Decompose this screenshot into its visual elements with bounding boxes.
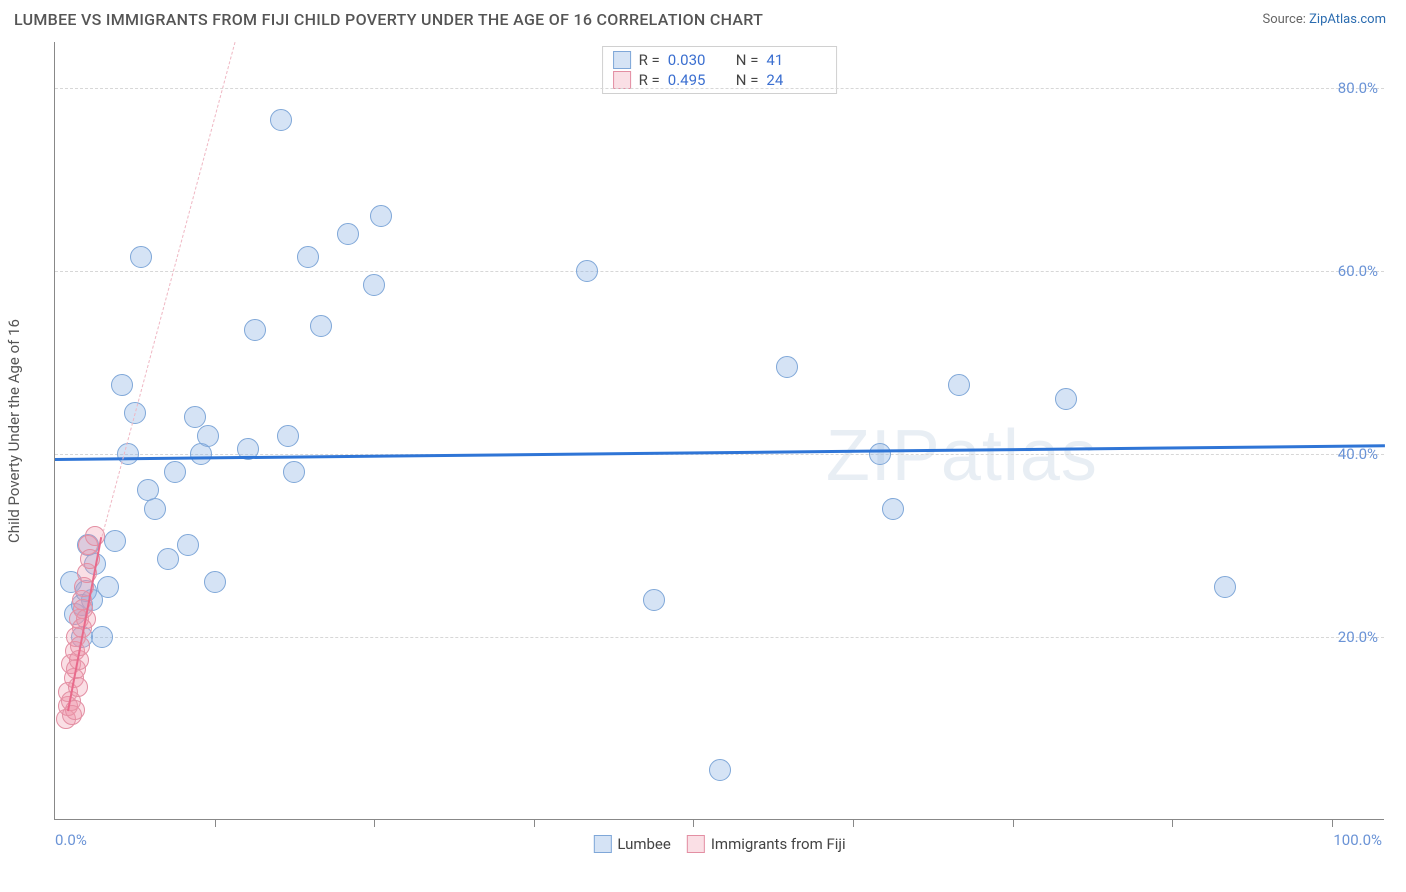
data-point-lumbee <box>130 246 152 268</box>
header: LUMBEE VS IMMIGRANTS FROM FIJI CHILD POV… <box>0 0 1406 35</box>
data-point-lumbee <box>204 571 226 593</box>
data-point-lumbee <box>948 374 970 396</box>
watermark: ZIPatlas <box>826 415 1098 497</box>
x-tick <box>693 819 694 827</box>
data-point-lumbee <box>111 374 133 396</box>
x-tick <box>534 819 535 827</box>
y-tick-label: 80.0% <box>1338 79 1378 97</box>
data-point-lumbee <box>244 319 266 341</box>
x-tick <box>374 819 375 827</box>
data-point-lumbee <box>197 425 219 447</box>
data-point-lumbee <box>277 425 299 447</box>
legend-swatch <box>687 835 705 853</box>
data-point-lumbee <box>177 534 199 556</box>
data-point-lumbee <box>1055 388 1077 410</box>
data-point-lumbee <box>91 626 113 648</box>
legend-item: Immigrants from Fiji <box>687 835 846 853</box>
legend-series: Lumbee Immigrants from Fiji <box>593 835 845 853</box>
x-axis-max: 100.0% <box>1333 831 1382 849</box>
plot-area: ZIPatlas R =0.030N =41R =0.495N =24 Lumb… <box>54 42 1384 820</box>
data-point-lumbee <box>297 246 319 268</box>
source-link[interactable]: ZipAtlas.com <box>1309 12 1386 27</box>
x-tick <box>1172 819 1173 827</box>
y-tick-label: 20.0% <box>1338 628 1378 646</box>
data-point-lumbee <box>104 530 126 552</box>
legend-swatch <box>613 51 631 69</box>
data-point-lumbee <box>370 205 392 227</box>
data-point-lumbee <box>270 109 292 131</box>
chart-container: Child Poverty Under the Age of 16 ZIPatl… <box>34 42 1384 820</box>
x-tick <box>1332 819 1333 827</box>
x-axis-min: 0.0% <box>55 831 87 849</box>
legend-swatch <box>593 835 611 853</box>
legend-row: R =0.030N =41 <box>613 50 827 70</box>
gridline <box>55 637 1384 638</box>
chart-title: LUMBEE VS IMMIGRANTS FROM FIJI CHILD POV… <box>14 10 763 29</box>
y-tick-label: 60.0% <box>1338 262 1378 280</box>
x-tick <box>853 819 854 827</box>
gridline <box>55 271 1384 272</box>
data-point-lumbee <box>1214 576 1236 598</box>
data-point-lumbee <box>310 315 332 337</box>
data-point-lumbee <box>144 498 166 520</box>
y-axis-label: Child Poverty Under the Age of 16 <box>5 319 23 543</box>
data-point-lumbee <box>164 461 186 483</box>
data-point-lumbee <box>882 498 904 520</box>
source-label: Source: ZipAtlas.com <box>1262 12 1386 27</box>
data-point-lumbee <box>576 260 598 282</box>
data-point-lumbee <box>363 274 385 296</box>
data-point-lumbee <box>869 443 891 465</box>
data-point-lumbee <box>643 589 665 611</box>
data-point-lumbee <box>97 576 119 598</box>
legend-swatch <box>613 71 631 89</box>
data-point-lumbee <box>157 548 179 570</box>
legend-item: Lumbee <box>593 835 671 853</box>
data-point-lumbee <box>776 356 798 378</box>
x-tick <box>215 819 216 827</box>
data-point-lumbee <box>709 759 731 781</box>
data-point-lumbee <box>283 461 305 483</box>
x-tick <box>1013 819 1014 827</box>
data-point-lumbee <box>337 223 359 245</box>
gridline <box>55 88 1384 89</box>
